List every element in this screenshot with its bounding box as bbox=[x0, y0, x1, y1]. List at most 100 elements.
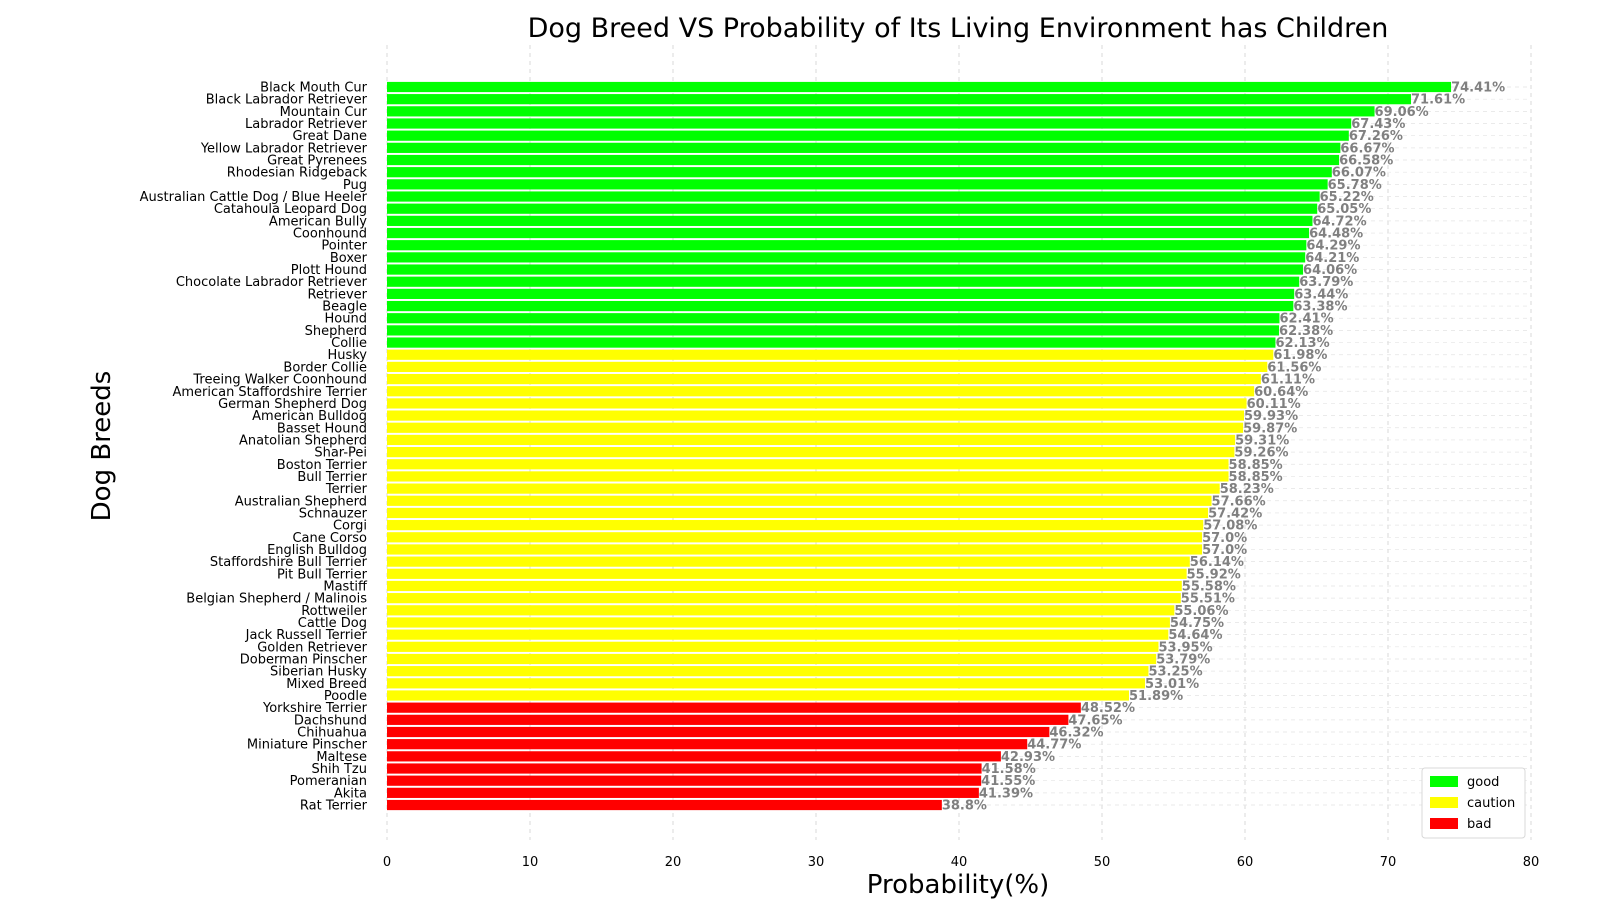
bar bbox=[387, 787, 979, 798]
category-label: Catahoula Leopard Dog bbox=[214, 202, 367, 217]
x-axis-label: Probability(%) bbox=[867, 870, 1049, 900]
bar bbox=[387, 434, 1236, 446]
bar bbox=[387, 520, 1204, 531]
data-label: 66.58% bbox=[1339, 154, 1393, 169]
category-label: Labrador Retriever bbox=[245, 117, 368, 132]
data-label: 65.22% bbox=[1320, 190, 1374, 205]
category-label: Great Dane bbox=[292, 129, 367, 144]
legend: good caution bad bbox=[1421, 767, 1526, 839]
bar bbox=[387, 373, 1261, 385]
category-label: Australian Cattle Dog / Blue Heeler bbox=[140, 190, 368, 205]
bar bbox=[387, 81, 1452, 93]
legend-swatch-good bbox=[1430, 776, 1458, 787]
category-label: Black Labrador Retriever bbox=[206, 93, 368, 108]
bar-layer bbox=[387, 81, 1452, 811]
bar bbox=[387, 167, 1332, 178]
bar bbox=[387, 94, 1412, 105]
category-label: Australian Shepherd bbox=[235, 494, 367, 509]
data-label: 64.06% bbox=[1303, 263, 1357, 278]
data-label: 63.44% bbox=[1294, 287, 1348, 302]
bar bbox=[387, 422, 1244, 433]
data-label: 51.89% bbox=[1129, 689, 1183, 704]
bar bbox=[387, 361, 1268, 373]
data-label: 44.77% bbox=[1027, 738, 1081, 753]
chart-title: Dog Breed VS Probability of Its Living E… bbox=[528, 13, 1389, 44]
category-label: Yellow Labrador Retriever bbox=[200, 141, 368, 156]
data-label: 54.64% bbox=[1168, 628, 1222, 643]
category-label: Maltese bbox=[316, 750, 367, 765]
data-label: 59.26% bbox=[1234, 446, 1288, 461]
bar bbox=[387, 240, 1307, 251]
category-label: Staffordshire Bull Terrier bbox=[210, 555, 368, 570]
category-label: Husky bbox=[327, 348, 367, 363]
bar bbox=[387, 666, 1149, 677]
category-label: Shepherd bbox=[305, 324, 367, 339]
data-label: 58.23% bbox=[1220, 482, 1274, 497]
data-label: 64.21% bbox=[1305, 251, 1359, 266]
category-label: American Staffordshire Terrier bbox=[172, 385, 367, 400]
bar bbox=[387, 276, 1300, 287]
data-label: 41.39% bbox=[979, 786, 1033, 801]
category-label: Terrier bbox=[325, 482, 368, 497]
bar bbox=[387, 313, 1280, 324]
data-label: 65.05% bbox=[1317, 202, 1371, 217]
bar bbox=[387, 130, 1349, 141]
bar bbox=[387, 398, 1247, 409]
data-label: 46.32% bbox=[1049, 726, 1103, 741]
data-label: 58.85% bbox=[1229, 458, 1283, 473]
category-label: Akita bbox=[334, 786, 367, 801]
bar bbox=[387, 580, 1182, 592]
data-label: 53.01% bbox=[1145, 677, 1199, 692]
data-label: 58.85% bbox=[1229, 470, 1283, 485]
legend-swatch-caution bbox=[1430, 797, 1458, 808]
bar bbox=[387, 288, 1295, 299]
bar bbox=[387, 763, 982, 774]
bar bbox=[387, 410, 1244, 421]
data-label: 55.51% bbox=[1181, 592, 1235, 607]
data-label: 61.56% bbox=[1267, 360, 1321, 375]
category-label: Shih Tzu bbox=[312, 762, 367, 777]
legend-label-bad: bad bbox=[1467, 817, 1491, 832]
bar bbox=[387, 483, 1220, 494]
category-label: Rhodesian Ridgeback bbox=[227, 166, 368, 181]
bar bbox=[387, 653, 1157, 665]
category-label: Mixed Breed bbox=[286, 677, 367, 692]
data-label: 67.26% bbox=[1349, 129, 1403, 144]
bar bbox=[387, 471, 1229, 482]
category-label: Hound bbox=[325, 312, 367, 327]
bar bbox=[387, 739, 1028, 750]
bar bbox=[387, 264, 1304, 275]
x-tick-label: 10 bbox=[522, 855, 539, 870]
category-label: Chocolate Labrador Retriever bbox=[176, 275, 368, 290]
data-label: 41.58% bbox=[982, 762, 1036, 777]
data-label: 62.38% bbox=[1279, 324, 1333, 339]
bar bbox=[387, 459, 1229, 470]
category-label: Mastiff bbox=[323, 579, 368, 594]
data-label: 71.61% bbox=[1411, 93, 1465, 108]
category-label: Treeing Walker Coonhound bbox=[192, 373, 367, 388]
legend-label-caution: caution bbox=[1467, 796, 1515, 811]
data-label: 53.79% bbox=[1156, 652, 1210, 667]
category-label: Yorkshire Terrier bbox=[262, 701, 368, 716]
category-label: Belgian Shepherd / Malinois bbox=[186, 592, 367, 607]
bar bbox=[387, 191, 1320, 202]
category-label: Boston Terrier bbox=[277, 458, 368, 473]
bar bbox=[387, 593, 1181, 604]
category-label: Pit Bull Terrier bbox=[277, 567, 368, 582]
data-label: 66.07% bbox=[1332, 166, 1386, 181]
category-label: Great Pyrenees bbox=[267, 154, 367, 169]
bar bbox=[387, 386, 1255, 397]
data-label: 59.31% bbox=[1235, 433, 1289, 448]
bar bbox=[387, 556, 1190, 567]
data-label: 42.93% bbox=[1001, 750, 1055, 765]
x-tick-label: 30 bbox=[808, 855, 825, 870]
data-label: 56.14% bbox=[1190, 555, 1244, 570]
legend-swatch-bad bbox=[1430, 818, 1458, 829]
x-tick-label: 0 bbox=[383, 855, 391, 870]
data-label: 54.75% bbox=[1170, 616, 1224, 631]
data-label: 69.06% bbox=[1375, 105, 1429, 120]
category-label: Retriever bbox=[307, 287, 367, 302]
category-label: Mountain Cur bbox=[280, 105, 368, 120]
